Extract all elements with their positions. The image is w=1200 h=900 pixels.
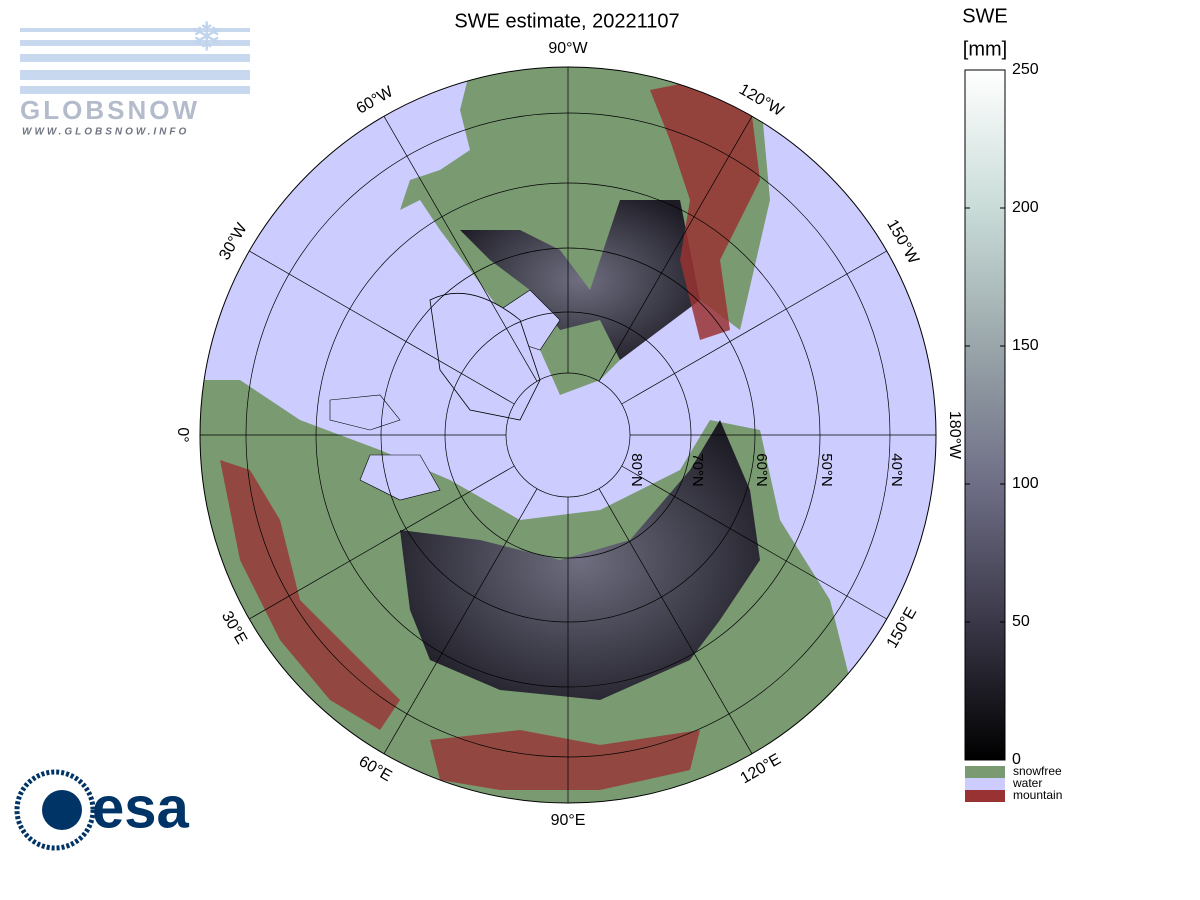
longitude-label: 180°W xyxy=(946,411,963,460)
snow-north-america xyxy=(460,200,700,360)
snowflake: ❄ xyxy=(190,16,224,60)
latitude-label: 60°N xyxy=(753,453,770,487)
globsnow-url: WWW.GLOBSNOW.INFO xyxy=(22,127,189,138)
legend-label: water xyxy=(1012,776,1042,790)
graticule xyxy=(200,67,936,803)
meridian xyxy=(249,250,515,405)
map xyxy=(200,67,936,803)
meridian xyxy=(249,465,515,620)
colorbar xyxy=(964,69,1006,761)
colorbar-tick-label: 50 xyxy=(1012,613,1030,630)
meridian xyxy=(621,250,887,405)
title: SWE estimate, 20221107 xyxy=(454,10,679,32)
longitude-label: 60°E xyxy=(356,753,395,785)
globsnow-text: GLOBSNOW xyxy=(20,95,200,125)
legend-swatch xyxy=(965,778,1005,790)
legend-label: mountain xyxy=(1013,788,1062,802)
longitude-label: 30°E xyxy=(218,609,250,648)
globsnow-logo: ❄ GLOBSNOW WWW.GLOBSNOW.INFO xyxy=(20,16,250,138)
snow-eurasia xyxy=(400,420,760,700)
esa-logo: esa xyxy=(14,769,190,851)
legend-label: snowfree xyxy=(1013,764,1062,778)
meridian xyxy=(383,488,538,754)
meridian xyxy=(598,116,753,382)
legend-swatch xyxy=(965,766,1005,778)
longitude-label: 0° xyxy=(174,427,191,442)
latitude-label: 80°N xyxy=(628,453,645,487)
mountains-asia xyxy=(430,730,700,790)
mountains-rockies xyxy=(650,80,760,340)
longitude-label: 90°E xyxy=(551,812,586,829)
meridian xyxy=(621,465,887,620)
map-border xyxy=(199,66,937,804)
meridian xyxy=(598,488,753,754)
colorbar-unit: [mm] xyxy=(963,38,1007,60)
esa-text: esa xyxy=(92,775,190,840)
meridian xyxy=(383,116,538,382)
mountains-europe xyxy=(220,460,400,730)
longitude-label: 90°W xyxy=(548,40,588,57)
colorbar-tick-label: 200 xyxy=(1012,199,1039,216)
colorbar-title: SWE xyxy=(962,5,1008,27)
latitude-label: 50°N xyxy=(818,453,835,487)
colorbar-tick-label: 150 xyxy=(1012,337,1039,354)
latitude-label: 40°N xyxy=(888,453,905,487)
colorbar-tick-label: 100 xyxy=(1012,475,1039,492)
colorbar-tick-label: 0 xyxy=(1012,751,1021,768)
legend-swatch xyxy=(965,790,1005,802)
latitude-label: 70°N xyxy=(689,453,706,487)
colorbar-tick-label: 250 xyxy=(1012,61,1039,78)
